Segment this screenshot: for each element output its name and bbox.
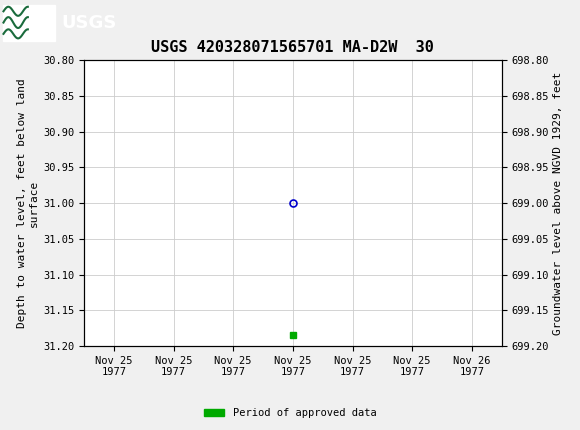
Bar [3, 4, 55, 41]
Text: USGS: USGS [61, 14, 116, 31]
Y-axis label: Depth to water level, feet below land
surface: Depth to water level, feet below land su… [17, 78, 39, 328]
Title: USGS 420328071565701 MA-D2W  30: USGS 420328071565701 MA-D2W 30 [151, 40, 434, 55]
Legend: Period of approved data: Period of approved data [200, 404, 380, 423]
Y-axis label: Groundwater level above NGVD 1929, feet: Groundwater level above NGVD 1929, feet [553, 71, 563, 335]
